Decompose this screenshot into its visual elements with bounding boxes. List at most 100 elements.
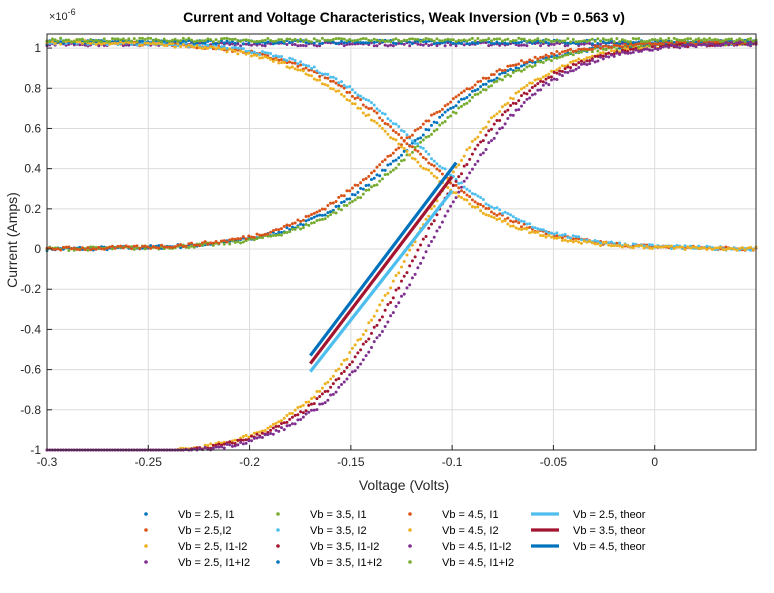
data-point <box>517 62 521 66</box>
data-point <box>517 227 521 231</box>
data-point <box>290 38 294 42</box>
data-point <box>749 37 753 41</box>
data-point <box>383 168 387 172</box>
data-point <box>427 44 431 48</box>
data-point <box>293 61 297 65</box>
data-point <box>320 402 324 406</box>
data-point <box>375 107 379 111</box>
data-point <box>383 293 387 297</box>
data-point <box>252 42 256 46</box>
data-point <box>340 382 344 386</box>
data-point <box>386 44 390 48</box>
data-point <box>342 94 346 98</box>
data-point <box>541 61 545 65</box>
data-point <box>168 42 172 46</box>
data-point <box>230 439 234 443</box>
data-point <box>429 157 433 161</box>
data-point <box>487 203 491 207</box>
data-point <box>110 247 114 251</box>
data-point <box>168 39 172 43</box>
data-point <box>181 39 185 43</box>
data-point <box>198 39 202 43</box>
data-point <box>560 74 564 78</box>
data-point <box>383 158 387 162</box>
data-point <box>650 243 654 247</box>
data-point <box>495 37 499 41</box>
data-point <box>220 37 224 41</box>
data-point <box>519 69 523 73</box>
data-point <box>601 37 605 41</box>
data-point <box>304 72 308 76</box>
data-point <box>359 106 363 110</box>
data-point <box>579 50 583 54</box>
legend-entry: Vb = 3.5, theor <box>531 525 646 537</box>
data-point <box>119 38 123 42</box>
data-point <box>623 42 627 46</box>
data-point <box>416 37 420 41</box>
data-point <box>522 63 526 67</box>
data-point <box>489 79 493 83</box>
data-point <box>604 41 608 45</box>
data-point <box>484 206 488 210</box>
data-point <box>558 52 562 56</box>
data-point <box>310 74 314 78</box>
data-point <box>405 149 409 153</box>
data-point <box>165 39 169 43</box>
data-point <box>738 246 742 250</box>
data-point <box>609 244 613 248</box>
data-point <box>389 153 393 157</box>
data-point <box>348 99 352 103</box>
data-point <box>623 51 627 55</box>
data-point <box>637 45 641 49</box>
data-point <box>372 325 376 329</box>
data-point <box>380 177 384 181</box>
data-point <box>629 40 633 44</box>
data-point <box>400 159 403 163</box>
data-point <box>326 398 330 402</box>
data-point <box>378 174 382 178</box>
data-point <box>280 419 284 423</box>
data-point <box>64 38 68 42</box>
data-point <box>639 244 643 248</box>
legend-entry: Vb = 2.5,I2 <box>144 525 232 537</box>
data-point <box>642 244 646 248</box>
data-point <box>435 44 439 48</box>
data-point <box>151 39 155 43</box>
data-point <box>386 132 390 136</box>
data-point <box>539 39 543 43</box>
data-point <box>571 59 575 63</box>
data-point <box>181 244 185 248</box>
data-point <box>465 148 469 152</box>
data-point <box>429 132 433 136</box>
data-point <box>410 259 414 263</box>
data-point <box>130 247 134 251</box>
data-point <box>247 435 251 439</box>
data-point <box>582 62 586 66</box>
data-point <box>588 55 592 59</box>
data-point <box>318 402 322 406</box>
data-point <box>421 237 425 241</box>
data-point <box>599 46 603 50</box>
data-point <box>130 42 134 46</box>
data-point <box>315 44 319 48</box>
data-point <box>356 365 360 369</box>
data-point <box>555 49 559 53</box>
data-point <box>75 37 79 41</box>
data-point <box>318 213 322 217</box>
data-point <box>492 80 496 84</box>
data-point <box>113 246 117 250</box>
data-point <box>626 244 630 248</box>
data-point <box>70 247 74 251</box>
data-point <box>89 248 93 252</box>
data-point <box>378 163 382 167</box>
data-point <box>121 246 125 250</box>
data-point <box>727 42 731 46</box>
data-point <box>724 38 728 42</box>
data-point <box>457 190 461 194</box>
data-point <box>241 38 245 42</box>
data-point <box>599 241 603 245</box>
legend-dot-marker <box>144 512 148 516</box>
data-point <box>648 246 652 250</box>
data-point <box>334 390 338 394</box>
data-point <box>669 247 673 251</box>
